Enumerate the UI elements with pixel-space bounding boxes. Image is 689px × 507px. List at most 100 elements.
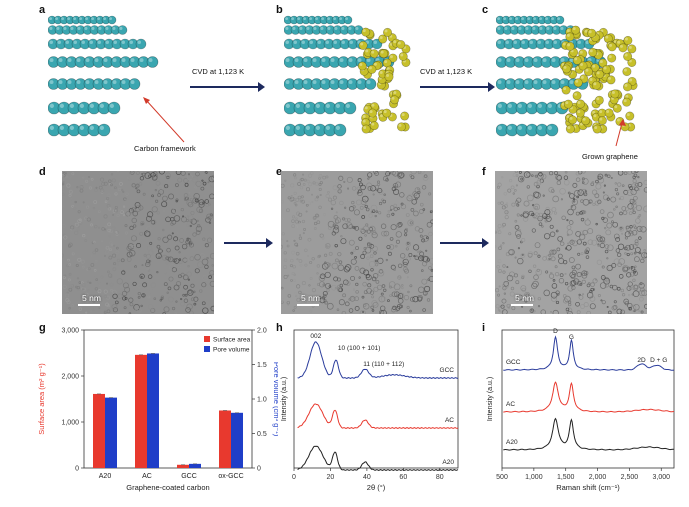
atom-highlight <box>65 40 69 44</box>
tem-grain <box>506 303 511 308</box>
tem-grain <box>196 223 201 228</box>
tem-grain <box>309 260 313 265</box>
tem-grain <box>106 203 111 208</box>
tem-grain <box>75 263 79 267</box>
atom-highlight <box>130 80 135 84</box>
tem-grain <box>291 219 295 224</box>
tem-grain <box>300 195 304 199</box>
tem-grain <box>595 179 599 184</box>
tem-grain <box>319 181 323 185</box>
tem-grain <box>638 309 641 313</box>
tem-grain <box>601 300 606 305</box>
atom-highlight <box>521 40 525 44</box>
tem-grain <box>114 186 117 190</box>
atom-highlight <box>525 26 529 30</box>
atom-highlight <box>533 58 538 62</box>
chart-h-annotation: 10 (100 + 101) <box>338 345 380 352</box>
tem-grain <box>189 256 195 261</box>
tem-grain <box>612 221 618 228</box>
tem-grain <box>619 228 622 231</box>
tem-grain <box>157 237 161 241</box>
tem-grain <box>157 193 161 197</box>
tem-grain <box>413 254 416 258</box>
tem-grain <box>175 199 178 203</box>
tem-grain <box>132 244 136 248</box>
tem-grain <box>160 295 164 299</box>
tem-grain <box>531 282 538 290</box>
tem-grain <box>575 177 581 182</box>
tem-grain <box>536 180 542 186</box>
tem-grain <box>132 210 138 217</box>
tem-grain <box>369 254 374 259</box>
tem-grain <box>632 208 635 212</box>
tem-grain <box>365 207 370 212</box>
tem-grain <box>321 172 326 176</box>
tem-grain <box>421 269 424 272</box>
cvd-label-2: CVD at 1,123 K <box>420 67 473 76</box>
atom-highlight <box>79 17 82 20</box>
atom-sphere <box>343 101 357 115</box>
tem-grain <box>151 206 158 213</box>
tem-grain <box>567 242 570 245</box>
tem-grain <box>343 180 346 183</box>
atom-highlight <box>49 17 52 20</box>
tem-grain <box>209 173 213 177</box>
tem-grain <box>395 306 401 311</box>
chart-h-xtick-label: 0 <box>292 474 296 481</box>
atom-highlight <box>58 80 63 84</box>
tem-grain <box>638 214 642 217</box>
tem-grain <box>394 185 397 188</box>
atom-highlight <box>580 75 584 79</box>
tem-grain <box>112 293 118 299</box>
tem-grain <box>619 226 623 230</box>
atom-highlight <box>49 125 54 130</box>
atom-highlight <box>542 58 547 62</box>
tem-grain <box>201 301 206 306</box>
tem-grain <box>295 211 301 216</box>
tem-grain <box>291 215 296 219</box>
tem-grain <box>495 245 497 248</box>
tem-grain <box>326 302 334 310</box>
atom-highlight <box>593 82 597 86</box>
tem-grain <box>517 175 525 183</box>
tem-grain <box>621 232 624 235</box>
atom-highlight <box>545 40 549 44</box>
tem-grain <box>182 215 185 218</box>
tem-grain <box>129 225 134 231</box>
tem-grain <box>632 243 638 249</box>
tem-grain <box>168 193 175 200</box>
tem-grain <box>576 239 582 245</box>
tem-grain <box>497 182 502 187</box>
tem-grain <box>104 225 107 229</box>
atom-highlight <box>305 103 310 108</box>
tem-grain <box>517 247 520 250</box>
tem-grain <box>406 276 409 279</box>
tem-grain <box>186 215 189 218</box>
atom-highlight <box>533 17 536 20</box>
chart-h-annotation: 11 (110 + 112) <box>363 361 404 368</box>
tem-grain <box>388 281 396 288</box>
tem-grain <box>137 295 141 299</box>
tem-grain <box>515 280 520 285</box>
tem-grain <box>350 296 354 300</box>
atom-highlight <box>315 103 320 108</box>
tem-grain <box>285 298 289 302</box>
tem-grain <box>327 226 332 230</box>
tem-grain <box>623 189 629 195</box>
tem-grain <box>111 226 116 231</box>
tem-grain <box>632 178 637 184</box>
atom-highlight <box>609 43 613 47</box>
tem-grain <box>125 211 131 217</box>
tem-grain <box>186 223 190 228</box>
tem-grain <box>319 193 322 197</box>
tem-grain <box>136 243 142 249</box>
tem-grain <box>140 172 143 176</box>
tem-grain <box>575 263 581 270</box>
tem-grain <box>201 282 207 288</box>
tem-grain <box>121 270 126 275</box>
tem-grain <box>182 293 186 297</box>
tem-grain <box>556 180 562 186</box>
atom-sphere <box>576 99 586 109</box>
tem-grain <box>68 263 71 266</box>
atom-highlight <box>497 125 502 130</box>
